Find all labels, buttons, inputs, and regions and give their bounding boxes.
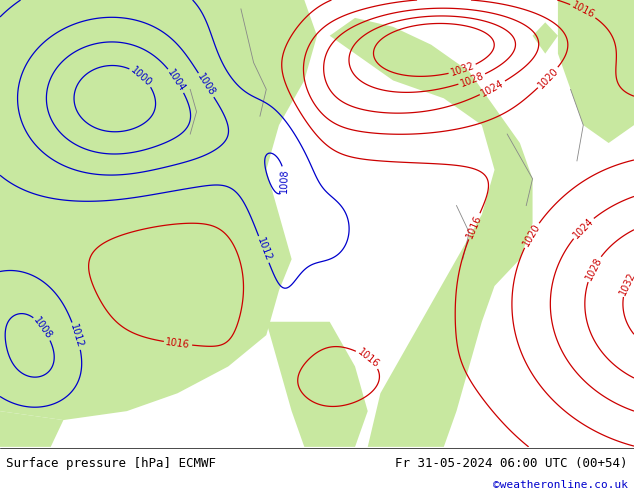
Text: 1016: 1016	[570, 0, 597, 21]
Text: 1004: 1004	[165, 68, 187, 94]
Text: 1032: 1032	[618, 270, 634, 296]
Text: 1008: 1008	[280, 168, 290, 193]
Text: 1016: 1016	[465, 213, 484, 240]
Text: 1028: 1028	[458, 71, 485, 89]
Text: 1012: 1012	[68, 323, 85, 349]
Text: 1008: 1008	[195, 72, 217, 98]
Text: ©weatheronline.co.uk: ©weatheronline.co.uk	[493, 480, 628, 490]
Text: 1016: 1016	[356, 347, 381, 370]
Text: 1020: 1020	[521, 222, 542, 248]
Text: 1016: 1016	[165, 337, 191, 350]
Text: Fr 31-05-2024 06:00 UTC (00+54): Fr 31-05-2024 06:00 UTC (00+54)	[395, 457, 628, 470]
Text: 1028: 1028	[583, 256, 604, 282]
Text: 1020: 1020	[536, 66, 560, 90]
Text: 1008: 1008	[32, 315, 55, 341]
Text: 1024: 1024	[571, 216, 595, 240]
Text: 1000: 1000	[129, 65, 154, 88]
Text: 1012: 1012	[255, 236, 273, 263]
Text: 1032: 1032	[449, 61, 476, 78]
Text: 1024: 1024	[479, 78, 506, 98]
Text: Surface pressure [hPa] ECMWF: Surface pressure [hPa] ECMWF	[6, 457, 216, 470]
